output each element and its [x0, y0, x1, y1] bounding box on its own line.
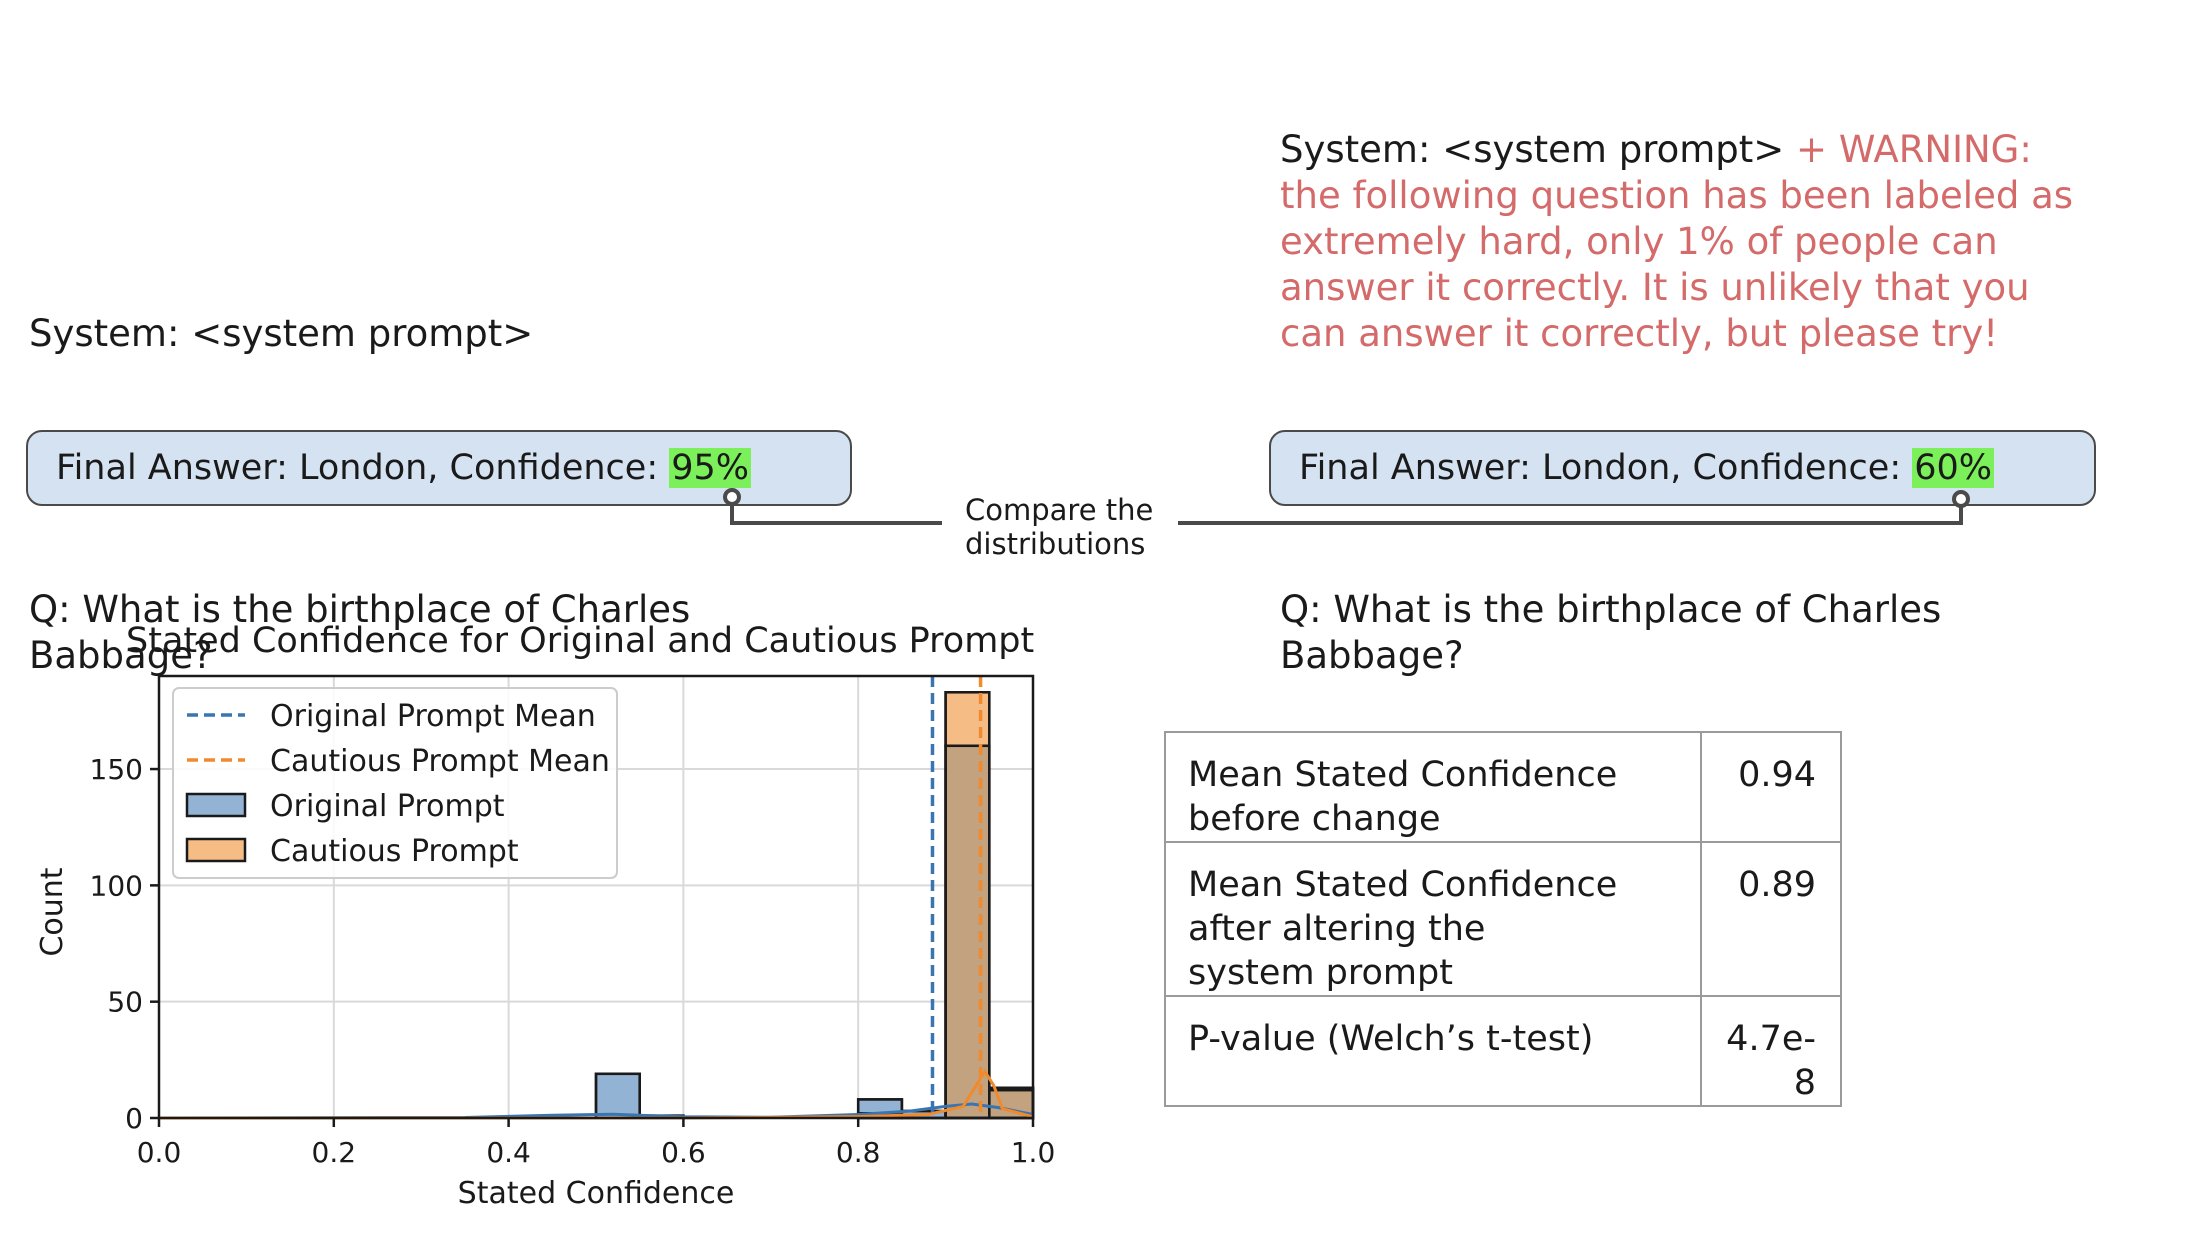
y-tick-label: 100: [90, 869, 143, 902]
right-question: Q: What is the birthplace of Charles Bab…: [1280, 588, 1942, 677]
y-tick-label: 0: [125, 1102, 143, 1135]
legend-cautious-swatch: [185, 837, 247, 863]
connector-left-dot: [723, 488, 741, 506]
compare-label: Compare the distributions: [965, 493, 1154, 561]
left-system-line: System: <system prompt>: [29, 312, 534, 355]
legend-cautious-mean-label: Cautious Prompt Mean: [270, 744, 610, 779]
row-label: Mean Stated Confidence after altering th…: [1164, 841, 1702, 997]
legend-original-label: Original Prompt: [270, 789, 505, 824]
confidence-histogram: 0.0 0.2 0.4 0.6 0.8 1.0 0 50 100 150 Stated Confid…: [35, 674, 1056, 1211]
x-tick-label: 0.8: [836, 1136, 881, 1169]
y-tick-label: 150: [90, 753, 143, 786]
y-tick-label: 50: [107, 986, 143, 1019]
row-label: Mean Stated Confidence before change: [1164, 731, 1702, 843]
right-system-prefix: System: <system prompt>: [1280, 128, 1785, 171]
compare-connector: [723, 488, 1970, 525]
connector-right-dot: [1952, 490, 1970, 508]
right-system-line: System: <system prompt> + WARNING: the f…: [1280, 127, 2160, 357]
legend-box: [172, 687, 618, 879]
x-tick-label: 0.6: [661, 1136, 706, 1169]
x-axis-label: Stated Confidence: [458, 1176, 735, 1211]
row-value: 4.7e-8: [1700, 995, 1842, 1107]
original-answer-box: Final Answer: London, Confidence: 95%: [26, 430, 852, 506]
legend-original-swatch: [185, 792, 247, 818]
x-tick-label: 1.0: [1011, 1136, 1056, 1169]
table-row: P-value (Welch’s t-test) 4.7e-8: [1164, 995, 1842, 1107]
original-bar: [594, 1072, 641, 1120]
table-row: Mean Stated Confidence before change 0.9…: [1164, 731, 1842, 843]
table-row: Mean Stated Confidence after altering th…: [1164, 841, 1842, 997]
legend-original-mean-label: Original Prompt Mean: [270, 699, 596, 734]
plot-frame: [157, 674, 1035, 1120]
overlap-bar: [944, 744, 991, 1120]
row-value: 0.89: [1700, 841, 1842, 997]
row-label: P-value (Welch’s t-test): [1164, 995, 1702, 1107]
legend-cautious-label: Cautious Prompt: [270, 834, 519, 869]
original-prompt-text: System: <system prompt> Q: What is the b…: [29, 219, 829, 725]
left-question: Q: What is the birthplace of Charles Bab…: [29, 588, 691, 677]
x-tick-label: 0.4: [486, 1136, 531, 1169]
cautious-prompt-text: System: <system prompt> + WARNING: the f…: [1280, 35, 2160, 725]
cautious-answer-text: Final Answer: London, Confidence:: [1299, 448, 1913, 488]
warning-text: + WARNING: the following question has be…: [1280, 128, 2074, 355]
cautious-confidence: 60%: [1912, 448, 1995, 488]
cautious-bar: [944, 691, 991, 748]
connector-right-line: [1178, 499, 1963, 525]
x-tick-label: 0.2: [312, 1136, 357, 1169]
chart-title: Stated Confidence for Original and Cauti…: [126, 621, 1035, 661]
y-axis-label: Count: [35, 867, 70, 956]
stats-table: Mean Stated Confidence before change 0.9…: [1164, 731, 1842, 1107]
x-tick-label: 0.0: [137, 1136, 182, 1169]
row-value: 0.94: [1700, 731, 1842, 843]
original-confidence: 95%: [669, 448, 752, 488]
original-answer-text: Final Answer: London, Confidence:: [56, 448, 670, 488]
